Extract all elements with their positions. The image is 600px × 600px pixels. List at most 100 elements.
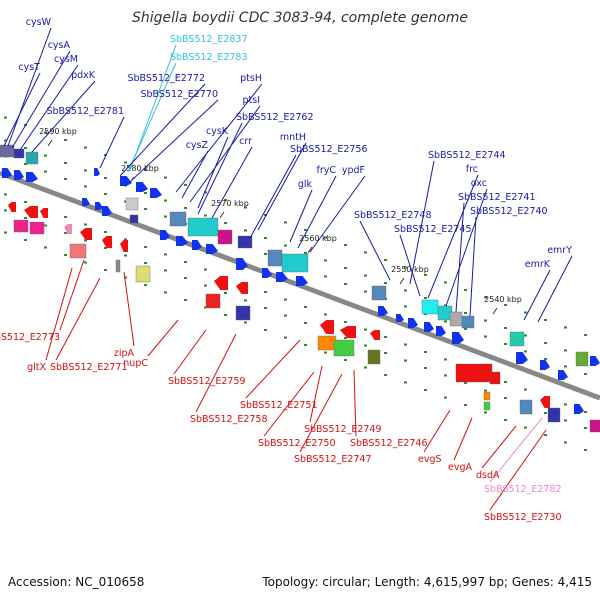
track-dot [324, 313, 327, 316]
gene-feature-box [589, 419, 600, 433]
gene-feature-box [13, 219, 29, 233]
fwd-gene-label: ptsI [242, 95, 260, 106]
track-dot [224, 292, 227, 294]
track-dot [264, 291, 267, 293]
track-dot [444, 358, 447, 361]
track-dot [64, 139, 67, 141]
track-dot [464, 328, 467, 330]
track-dot [4, 231, 7, 234]
fwd-gene-label: SbBS512_E2756 [290, 144, 368, 155]
track-dot [384, 336, 387, 338]
gene-feature-reverse [102, 236, 112, 248]
gene-feature-forward [262, 268, 272, 278]
track-dot [144, 284, 147, 286]
track-dot [264, 214, 267, 216]
gene-feature-forward [296, 276, 308, 286]
gene-feature-box [333, 339, 355, 357]
track-dot [204, 268, 207, 271]
gene-feature-reverse [8, 202, 16, 212]
gene-feature-forward [590, 356, 600, 366]
track-dot [304, 306, 307, 308]
track-dot [204, 306, 207, 309]
track-dot [104, 193, 107, 195]
gene-feature-forward [14, 170, 24, 180]
track-dot [584, 427, 587, 429]
gene-feature-forward [452, 332, 464, 344]
track-dot [244, 206, 247, 209]
gene-feature-box [455, 363, 493, 383]
fwd-leader-line [523, 269, 551, 321]
gene-feature-reverse [80, 228, 92, 240]
gene-feature-forward [436, 326, 446, 336]
track-dot [464, 382, 467, 384]
track-dot [124, 161, 127, 164]
track-dot [424, 297, 427, 299]
track-dot [344, 283, 347, 285]
track-dot [544, 342, 547, 344]
track-dot [144, 262, 147, 264]
gene-feature-box [205, 293, 221, 309]
track-dot [124, 200, 127, 203]
fwd-gene-label: emrY [547, 245, 572, 256]
rev-leader-line [481, 425, 517, 469]
track-dot [44, 224, 47, 227]
gene-feature-forward [574, 404, 584, 414]
gene-feature-reverse [214, 276, 228, 290]
gene-feature-box [235, 305, 251, 321]
fwd-leader-line [197, 136, 229, 209]
track-dot [84, 261, 87, 264]
rev-gene-label: SbBS512_E2751 [240, 400, 318, 411]
gene-feature-box [169, 211, 187, 227]
rev-leader-line [59, 259, 85, 331]
track-dot [184, 184, 187, 186]
track-dot [84, 223, 87, 226]
gene-feature-reverse [540, 396, 550, 408]
rev-gene-label: evgA [448, 462, 472, 473]
rev-leader-line [45, 267, 73, 361]
gene-feature-forward [540, 360, 550, 370]
rev-gene-label: SbBS512_E2747 [294, 454, 372, 465]
gene-features [0, 144, 600, 433]
track-dot [404, 359, 407, 362]
genome-summary-text: Topology: circular; Length: 4,615,997 bp… [261, 575, 592, 589]
fwd-leader-line [127, 62, 177, 173]
fwd-leader-line [297, 175, 337, 249]
track-dot [124, 254, 127, 257]
track-dot [204, 191, 207, 194]
track-dot [344, 267, 347, 269]
rev-leader-line [489, 417, 543, 483]
kbp-ticks: 2590 kbp 2580 kbp 2570 kbp 2560 kbp 2550 kbp… [39, 127, 522, 315]
track-dot [564, 349, 567, 352]
kbp-tick-label: 2590 kbp [39, 127, 77, 136]
track-dot [384, 352, 387, 354]
gene-feature-forward [136, 182, 148, 192]
fwd-leader-line [257, 142, 307, 231]
track-dot [524, 350, 527, 353]
fwd-leader-line [3, 72, 41, 147]
track-dot [4, 139, 7, 142]
track-dot [144, 246, 147, 248]
gene-feature-forward [2, 168, 12, 178]
rev-leader-line [55, 277, 101, 361]
track-dot [284, 336, 287, 339]
gene-feature-box [509, 331, 525, 347]
gene-feature-forward [95, 202, 103, 210]
track-dot [304, 229, 307, 231]
fwd-gene-label: SbBS512_E2740 [470, 206, 548, 217]
track-dot [404, 343, 407, 346]
track-dot [384, 282, 387, 284]
kbp-tick-mark [399, 277, 405, 285]
gene-feature-box [317, 335, 337, 351]
gene-feature-box [421, 299, 439, 315]
fwd-gene-label: cysZ [186, 140, 209, 151]
gene-feature-forward [516, 352, 528, 364]
fwd-gene-label: SbBS512_E2837 [170, 34, 248, 45]
fwd-leader-line [119, 83, 206, 177]
track-dot [384, 374, 387, 376]
rev-gene-label: gltX [27, 362, 46, 373]
track-dot [24, 239, 27, 241]
track-dot [584, 334, 587, 336]
track-dot [404, 266, 407, 269]
track-dot [104, 154, 107, 156]
track-dot [364, 290, 367, 293]
